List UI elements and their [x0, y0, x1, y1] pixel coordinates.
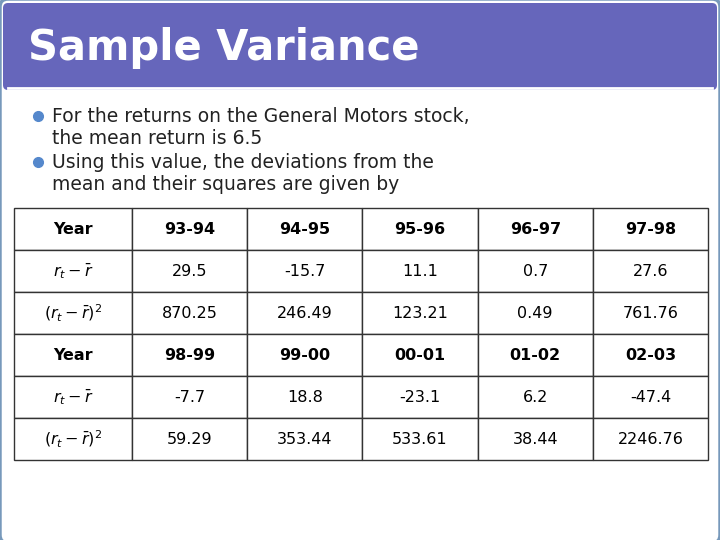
Bar — [8, 55, 712, 85]
Text: Year: Year — [53, 348, 93, 362]
Bar — [14, 334, 132, 376]
Text: 0.49: 0.49 — [518, 306, 553, 321]
Bar — [132, 208, 247, 250]
Bar — [477, 418, 593, 460]
Text: 95-96: 95-96 — [395, 221, 446, 237]
Text: -23.1: -23.1 — [400, 389, 441, 404]
Text: 93-94: 93-94 — [164, 221, 215, 237]
Bar — [593, 334, 708, 376]
Bar — [477, 334, 593, 376]
Bar — [14, 292, 132, 334]
Bar — [362, 376, 477, 418]
Bar — [247, 418, 362, 460]
Text: 761.76: 761.76 — [623, 306, 678, 321]
Text: 01-02: 01-02 — [510, 348, 561, 362]
Text: 353.44: 353.44 — [277, 431, 333, 447]
Text: 96-97: 96-97 — [510, 221, 561, 237]
Bar — [362, 292, 477, 334]
Text: $r_t - \bar{r}$: $r_t - \bar{r}$ — [53, 261, 93, 281]
Bar — [477, 208, 593, 250]
Bar — [14, 208, 132, 250]
Bar — [247, 376, 362, 418]
Bar — [593, 376, 708, 418]
Bar — [132, 334, 247, 376]
Text: 533.61: 533.61 — [392, 431, 448, 447]
Text: 870.25: 870.25 — [162, 306, 217, 321]
Bar — [362, 250, 477, 292]
Bar — [132, 292, 247, 334]
Text: 59.29: 59.29 — [167, 431, 212, 447]
Bar — [593, 250, 708, 292]
Bar — [132, 250, 247, 292]
Text: 18.8: 18.8 — [287, 389, 323, 404]
Bar — [362, 418, 477, 460]
Text: 00-01: 00-01 — [395, 348, 446, 362]
Text: 97-98: 97-98 — [625, 221, 676, 237]
Text: 02-03: 02-03 — [625, 348, 676, 362]
FancyBboxPatch shape — [3, 3, 717, 90]
Bar — [593, 292, 708, 334]
Bar — [14, 418, 132, 460]
Text: 246.49: 246.49 — [277, 306, 333, 321]
Text: 38.44: 38.44 — [513, 431, 558, 447]
Text: 6.2: 6.2 — [523, 389, 548, 404]
Text: 0.7: 0.7 — [523, 264, 548, 279]
Bar — [14, 376, 132, 418]
Text: Year: Year — [53, 221, 93, 237]
Bar — [593, 208, 708, 250]
Bar — [247, 208, 362, 250]
Text: 2246.76: 2246.76 — [618, 431, 683, 447]
Bar — [593, 418, 708, 460]
Text: Using this value, the deviations from the: Using this value, the deviations from th… — [52, 152, 434, 172]
Text: -7.7: -7.7 — [174, 389, 205, 404]
Text: $(r_t - \bar{r})^2$: $(r_t - \bar{r})^2$ — [44, 428, 102, 449]
Bar — [477, 376, 593, 418]
Bar — [362, 334, 477, 376]
Text: 11.1: 11.1 — [402, 264, 438, 279]
Text: -47.4: -47.4 — [630, 389, 671, 404]
Text: $(r_t - \bar{r})^2$: $(r_t - \bar{r})^2$ — [44, 302, 102, 323]
Bar — [247, 334, 362, 376]
Bar — [14, 250, 132, 292]
Bar — [247, 250, 362, 292]
Text: 94-95: 94-95 — [279, 221, 330, 237]
Text: -15.7: -15.7 — [284, 264, 325, 279]
Text: 99-00: 99-00 — [279, 348, 330, 362]
Bar — [477, 292, 593, 334]
Text: 29.5: 29.5 — [172, 264, 207, 279]
Bar — [477, 250, 593, 292]
Text: 98-99: 98-99 — [164, 348, 215, 362]
Text: 123.21: 123.21 — [392, 306, 448, 321]
Text: the mean return is 6.5: the mean return is 6.5 — [52, 129, 262, 147]
Text: For the returns on the General Motors stock,: For the returns on the General Motors st… — [52, 106, 469, 125]
Bar — [247, 292, 362, 334]
Text: mean and their squares are given by: mean and their squares are given by — [52, 174, 400, 193]
Bar — [132, 418, 247, 460]
Text: 27.6: 27.6 — [633, 264, 668, 279]
Text: $r_t - \bar{r}$: $r_t - \bar{r}$ — [53, 387, 93, 407]
Bar — [362, 208, 477, 250]
Text: Sample Variance: Sample Variance — [28, 27, 420, 69]
Bar — [132, 376, 247, 418]
